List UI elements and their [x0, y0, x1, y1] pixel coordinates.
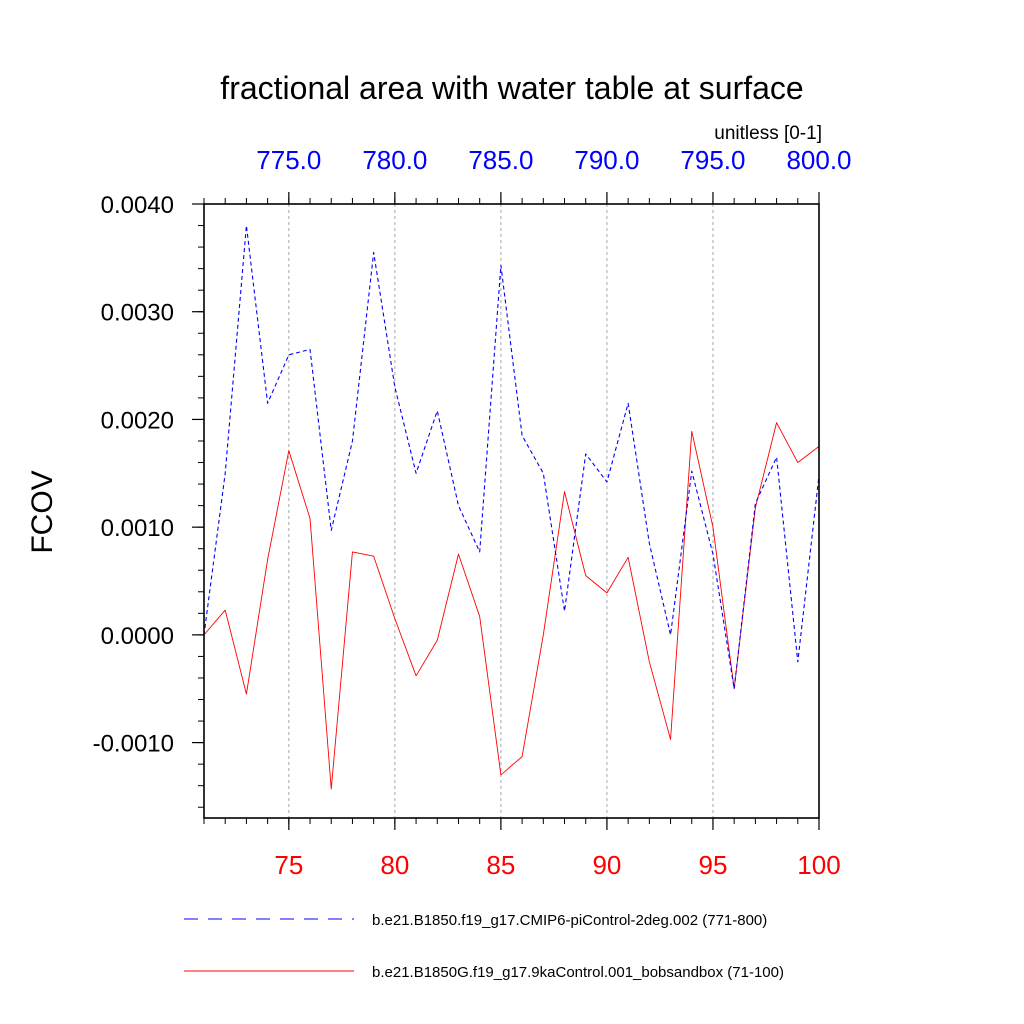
tick-labels: 75 80 85 90 95 100 775.0 780.0 785.0 790.0 795.0 80… [93, 145, 852, 880]
chart-title: fractional area with water table at surf… [220, 70, 803, 106]
series-group [204, 226, 819, 789]
x-tick-label-bottom: 95 [699, 850, 728, 880]
series-line-red [204, 423, 819, 789]
x-tick-label-top: 785.0 [468, 145, 533, 175]
plot-frame [204, 204, 819, 818]
minor-ticks [198, 198, 819, 824]
x-tick-label-bottom: 90 [592, 850, 621, 880]
x-tick-label-top: 795.0 [680, 145, 745, 175]
x-tick-label-bottom: 75 [274, 850, 303, 880]
x-tick-label-bottom: 100 [797, 850, 840, 880]
x-tick-label-top: 780.0 [362, 145, 427, 175]
y-tick-label: 0.0010 [101, 515, 174, 542]
legend: b.e21.B1850.f19_g17.CMIP6-piControl-2deg… [184, 912, 784, 981]
x-tick-label-bottom: 80 [380, 850, 409, 880]
x-tick-label-top: 800.0 [786, 145, 851, 175]
units-label: unitless [0-1] [714, 123, 822, 144]
y-tick-label: 0.0040 [101, 192, 174, 219]
x-tick-label-bottom: 85 [486, 850, 515, 880]
chart: fractional area with water table at surf… [0, 0, 1024, 1024]
y-tick-label: 0.0000 [101, 623, 174, 650]
y-tick-label: 0.0030 [101, 300, 174, 327]
y-axis-label: FCOV [26, 470, 59, 553]
y-tick-label: -0.0010 [93, 731, 174, 758]
x-tick-label-top: 775.0 [256, 145, 321, 175]
y-tick-label: 0.0020 [101, 407, 174, 434]
legend-label-blue: b.e21.B1850.f19_g17.CMIP6-piControl-2deg… [372, 912, 767, 929]
x-tick-label-top: 790.0 [574, 145, 639, 175]
major-ticks [192, 192, 819, 830]
legend-label-red: b.e21.B1850G.f19_g17.9kaControl.001_bobs… [372, 964, 784, 981]
grid-lines [289, 204, 713, 818]
series-line-blue [204, 226, 819, 689]
